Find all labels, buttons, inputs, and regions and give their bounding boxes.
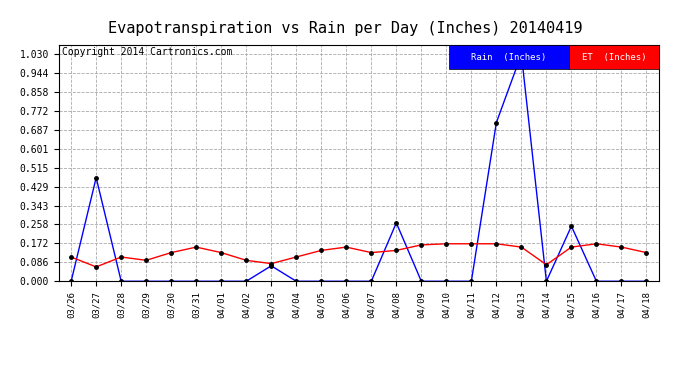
Text: Evapotranspiration vs Rain per Day (Inches) 20140419: Evapotranspiration vs Rain per Day (Inch… — [108, 21, 582, 36]
Text: Rain  (Inches): Rain (Inches) — [471, 53, 546, 62]
Text: ET  (Inches): ET (Inches) — [582, 53, 647, 62]
Text: Copyright 2014 Cartronics.com: Copyright 2014 Cartronics.com — [62, 47, 233, 57]
